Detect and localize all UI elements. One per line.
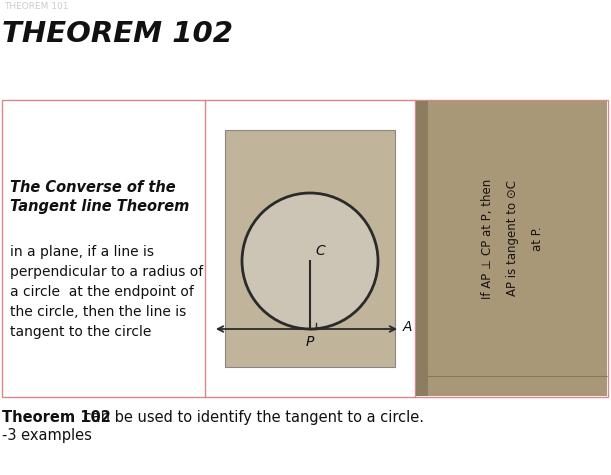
- Text: C: C: [315, 244, 325, 258]
- Text: THEOREM 101: THEOREM 101: [4, 2, 68, 11]
- Text: in a plane, if a line is
perpendicular to a radius of
a circle  at the endpoint : in a plane, if a line is perpendicular t…: [10, 245, 203, 339]
- Text: If AP ⊥ CP at P, then
AP is tangent to ⊙C
at P.: If AP ⊥ CP at P, then AP is tangent to ⊙…: [481, 179, 544, 299]
- Text: The Converse of the
Tangent line Theorem: The Converse of the Tangent line Theorem: [10, 180, 189, 214]
- Text: -3 examples: -3 examples: [2, 428, 92, 443]
- Text: can be used to identify the tangent to a circle.: can be used to identify the tangent to a…: [79, 410, 424, 425]
- Bar: [225, 130, 395, 367]
- Text: THEOREM 102: THEOREM 102: [2, 20, 233, 48]
- Bar: [2, 100, 608, 397]
- Bar: [416, 101, 607, 396]
- Bar: [416, 101, 428, 396]
- Text: Theorem 102: Theorem 102: [2, 410, 111, 425]
- Text: P: P: [306, 335, 314, 349]
- Circle shape: [242, 193, 378, 329]
- Text: A: A: [403, 320, 412, 334]
